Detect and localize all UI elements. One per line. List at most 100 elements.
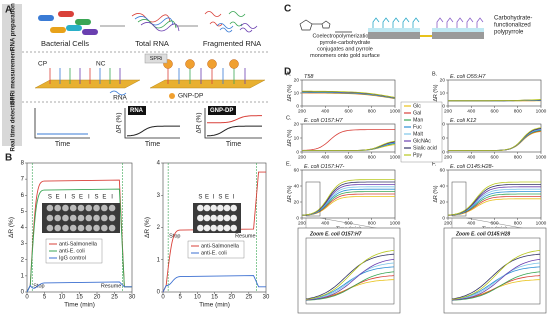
spot (230, 214, 237, 222)
x-tick-label: 30 (263, 295, 270, 301)
zoom-region (451, 181, 467, 217)
response-curve (451, 258, 541, 301)
y-axis-label: ΔR (%) (433, 84, 439, 101)
spot (203, 224, 211, 232)
response-curve (206, 125, 262, 137)
y-tick-label: 20 (294, 77, 300, 83)
y-axis-label: ΔR (%) (116, 113, 123, 134)
y-tick-label: 0 (157, 290, 161, 296)
x-axis-label: Time (226, 141, 241, 148)
x-tick-label: 600 (344, 154, 352, 160)
y-axis-label: ΔR (%) (287, 84, 293, 101)
spot-label: I (65, 195, 67, 201)
spot (197, 224, 204, 232)
sensorgram (26, 188, 132, 293)
x-tick-label: 400 (321, 154, 329, 160)
x-tick-label: 200 (298, 154, 306, 160)
spot (77, 214, 85, 222)
x-tick-label: 400 (467, 108, 475, 114)
spot (108, 224, 116, 232)
x-tick-label: 600 (490, 108, 498, 114)
spot (101, 204, 108, 212)
spot-label: S (71, 195, 75, 201)
response-curve (302, 141, 396, 151)
x-tick-label: 400 (321, 220, 329, 226)
x-tick-label: 20 (94, 295, 101, 301)
rna-fragment (240, 23, 258, 29)
response-curve (448, 99, 542, 102)
x-axis-label: Time (min) (64, 302, 95, 309)
spot (93, 214, 100, 222)
glycan (392, 17, 400, 28)
response-curve (451, 266, 541, 300)
rna-fragment (219, 27, 233, 33)
bacterium (50, 27, 66, 33)
sugar-ring (299, 19, 313, 31)
probe-label: NC (96, 61, 106, 68)
x-tick-label: 800 (514, 108, 522, 114)
spot (69, 224, 77, 232)
x-tick-label: 1000 (390, 154, 401, 160)
spot (210, 204, 217, 212)
glycan (476, 17, 484, 28)
y-tick-label: 1 (157, 257, 161, 263)
response-curve (448, 129, 542, 151)
y-tick-label: 4 (21, 225, 25, 231)
spot (203, 204, 211, 212)
legend-label: anti-E. coli (59, 248, 85, 254)
rna-fragment (239, 27, 253, 33)
response-curve (305, 271, 395, 301)
legend-label: anti-Salmonella (59, 241, 98, 247)
spot-label: E (205, 195, 209, 201)
gold-chip (149, 79, 266, 89)
process-text: monomers onto gold surface (310, 53, 380, 59)
gold-nanoparticle (169, 93, 175, 99)
y-tick-label: 10 (294, 90, 300, 96)
y-tick-label: 0 (442, 215, 445, 221)
tag-box (128, 106, 146, 115)
y-tick-label: 0 (296, 215, 299, 221)
panel-label: B (5, 153, 12, 164)
spot (54, 204, 61, 212)
polymer-film (432, 28, 484, 32)
x-tick-label: 400 (467, 154, 475, 160)
marker-label: Stop (169, 233, 180, 239)
response-curve (301, 179, 395, 216)
rna-strand (131, 13, 171, 23)
x-tick-label: 800 (368, 108, 376, 114)
subplot-title: E. coli O55:H7 (450, 74, 486, 80)
y-tick-label: 2 (157, 225, 161, 231)
x-tick-label: 200 (298, 108, 306, 114)
rna-strand (140, 22, 180, 32)
y-tick-label: 40 (294, 183, 300, 189)
spot (77, 204, 85, 212)
y-tick-label: 3 (21, 241, 25, 247)
spot (217, 204, 224, 212)
x-tick-label: 10 (59, 295, 66, 301)
legend-label: Glc (413, 103, 421, 109)
panel-label: C (284, 4, 291, 15)
response-curve (305, 249, 395, 300)
subplot-title: T58 (304, 74, 314, 80)
marker-label: Resume (101, 283, 121, 289)
rna-fragment (216, 23, 234, 29)
x-tick-label: 20 (228, 295, 235, 301)
x-tick-label: 0 (161, 295, 165, 301)
spot-label: S (198, 195, 202, 201)
spot (197, 214, 204, 222)
response-curve (207, 115, 262, 124)
spot-label: S (218, 195, 222, 201)
x-tick-label: 400 (321, 108, 329, 114)
subplot-letter: F. (432, 161, 437, 167)
response-curve (126, 125, 180, 137)
spot (108, 204, 116, 212)
x-tick-label: 5 (178, 295, 182, 301)
y-tick-label: 8 (21, 161, 25, 167)
x-tick-label: 800 (368, 154, 376, 160)
x-tick-label: 15 (211, 295, 218, 301)
row-label-band (2, 4, 22, 146)
sensorgram (162, 275, 266, 293)
rna-fragment (209, 21, 223, 27)
x-tick-label: 200 (444, 108, 452, 114)
pyrrole-ring (321, 20, 331, 29)
